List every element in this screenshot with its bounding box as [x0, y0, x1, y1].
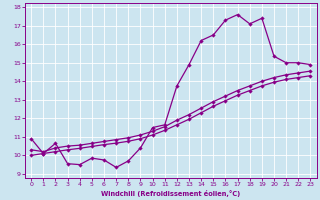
X-axis label: Windchill (Refroidissement éolien,°C): Windchill (Refroidissement éolien,°C) — [101, 190, 240, 197]
